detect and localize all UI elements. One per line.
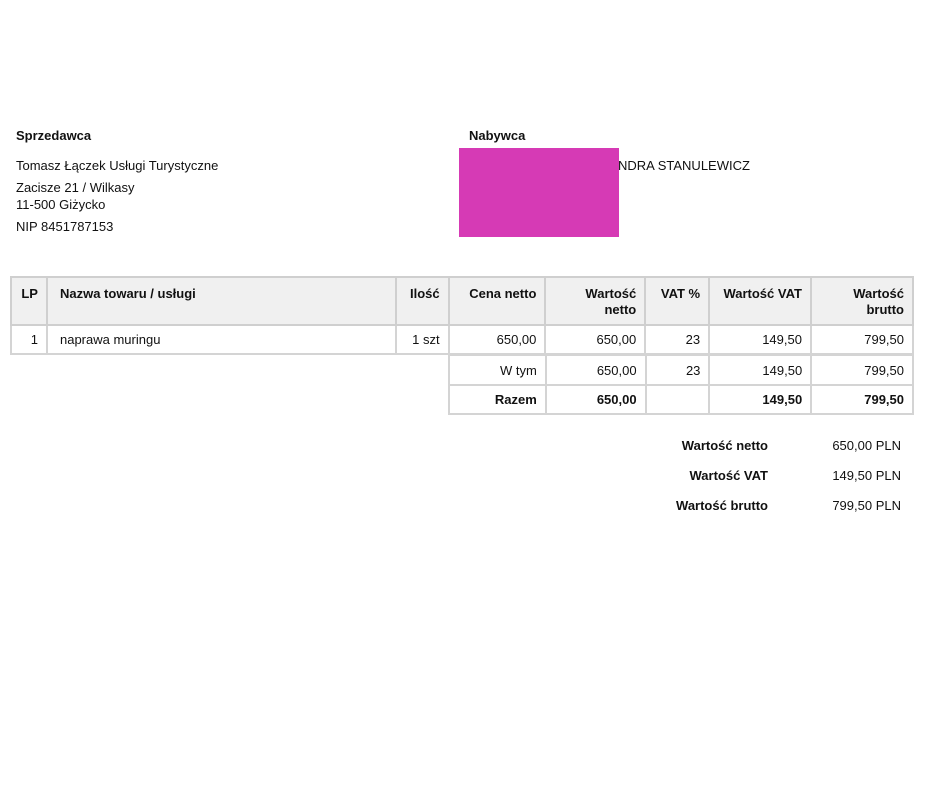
- table-row: 1 naprawa muringu 1 szt 650,00 650,00 23…: [10, 324, 915, 355]
- cell-vat-rate: 23: [644, 324, 711, 355]
- cell-net-value: 650,00: [544, 324, 647, 355]
- cell-gross-value: 799,50: [809, 324, 915, 355]
- breakdown-net: 650,00: [544, 354, 647, 386]
- total-gross: 799,50: [810, 384, 914, 415]
- summary-vat-value: 149,50 PLN: [832, 468, 901, 483]
- seller-address-line1: Zacisze 21 / Wilkasy: [16, 180, 135, 195]
- cell-name: naprawa muringu: [45, 324, 397, 355]
- total-net: 650,00: [544, 384, 647, 415]
- cell-qty: 1 szt: [394, 324, 450, 355]
- cell-vat-value: 149,50: [708, 324, 812, 355]
- breakdown-vat: 149,50: [708, 354, 813, 386]
- cell-net-price: 650,00: [447, 324, 547, 355]
- header-lp: LP: [10, 276, 48, 326]
- total-label: Razem: [448, 384, 547, 415]
- cell-lp: 1: [10, 324, 48, 355]
- total-vat: 149,50: [708, 384, 813, 415]
- items-table: LP Nazwa towaru / usługi Ilość Cena nett…: [10, 276, 915, 355]
- total-vat-rate: [644, 384, 711, 415]
- summary-net-label: Wartość netto: [681, 438, 768, 453]
- breakdown-row: W tym 650,00 23 149,50 799,50: [448, 354, 914, 386]
- summary-net-value: 650,00 PLN: [832, 438, 901, 453]
- seller-name: Tomasz Łączek Usługi Turystyczne: [16, 158, 219, 173]
- header-gross-value: Wartość brutto: [809, 276, 915, 326]
- redaction-box: [459, 148, 619, 237]
- header-name: Nazwa towaru / usługi: [45, 276, 397, 326]
- summary-gross-value: 799,50 PLN: [832, 498, 901, 513]
- header-net-value: Wartość netto: [544, 276, 647, 326]
- header-qty: Ilość: [394, 276, 450, 326]
- seller-heading: Sprzedawca: [16, 128, 92, 143]
- total-row: Razem 650,00 149,50 799,50: [448, 384, 914, 415]
- buyer-heading: Nabywca: [469, 128, 526, 143]
- breakdown-gross: 799,50: [810, 354, 914, 386]
- header-net-price: Cena netto: [447, 276, 547, 326]
- header-vat-value: Wartość VAT: [708, 276, 812, 326]
- header-vat-rate: VAT %: [644, 276, 711, 326]
- seller-nip: NIP 8451787153: [16, 219, 114, 234]
- summary-gross-label: Wartość brutto: [676, 498, 768, 513]
- table-header-row: LP Nazwa towaru / usługi Ilość Cena nett…: [10, 276, 915, 326]
- breakdown-label: W tym: [448, 354, 547, 386]
- buyer-name: NDRA STANULEWICZ: [618, 158, 750, 173]
- seller-address-line2: 11-500 Giżycko: [16, 197, 106, 212]
- summary-vat-label: Wartość VAT: [689, 468, 769, 483]
- breakdown-vat-rate: 23: [644, 354, 711, 386]
- totals-table: W tym 650,00 23 149,50 799,50 Razem 650,…: [448, 354, 914, 415]
